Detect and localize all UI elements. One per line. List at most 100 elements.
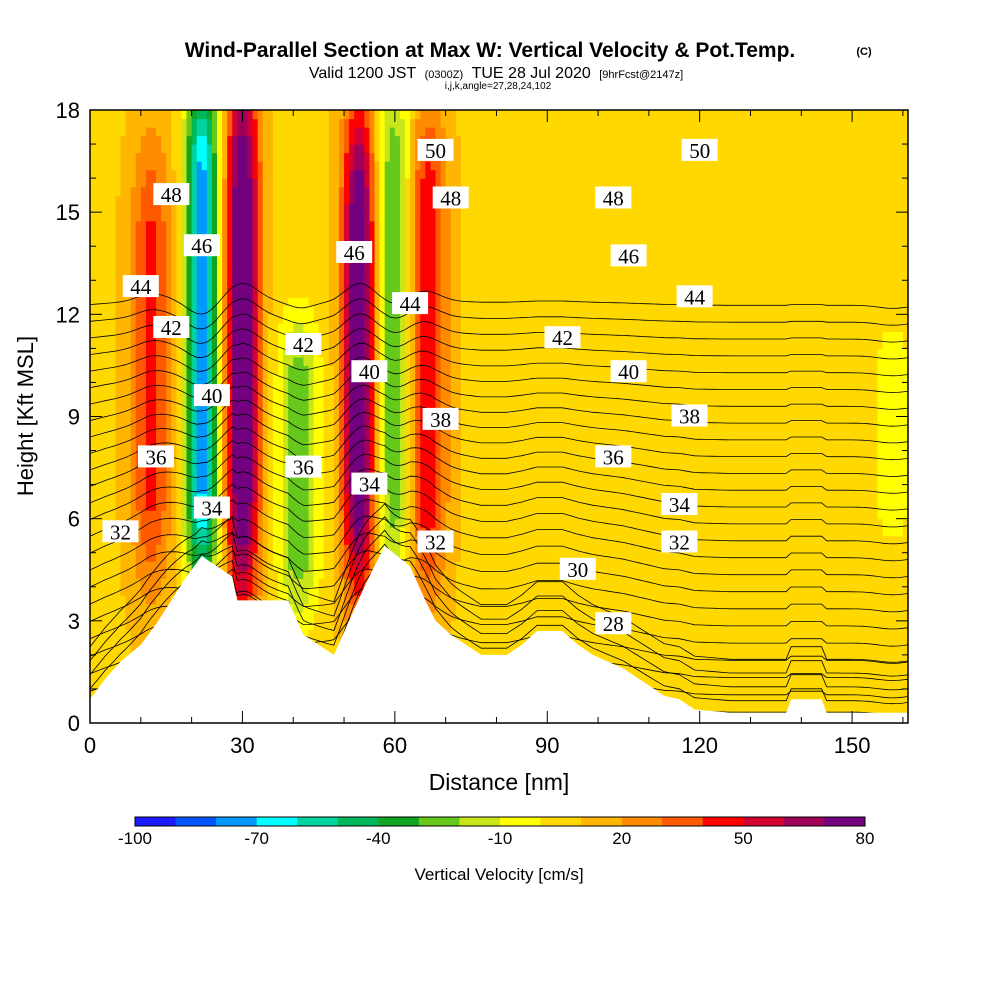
contour-label-box xyxy=(153,183,190,206)
velocity-cell xyxy=(206,459,213,469)
velocity-cell xyxy=(399,484,406,494)
velocity-cell xyxy=(156,373,167,384)
velocity-cell xyxy=(186,493,193,503)
velocity-cell xyxy=(171,518,177,528)
velocity-cell xyxy=(90,603,127,613)
velocity-cell xyxy=(399,373,406,384)
velocity-cell xyxy=(333,476,340,486)
velocity-cell xyxy=(364,442,371,452)
velocity-cell xyxy=(156,493,167,503)
velocity-cell xyxy=(405,442,411,452)
velocity-cell xyxy=(288,501,310,511)
velocity-cell xyxy=(227,510,233,520)
velocity-cell xyxy=(267,510,274,520)
velocity-cell xyxy=(262,382,269,392)
velocity-cell xyxy=(247,595,254,605)
velocity-cell xyxy=(135,169,147,179)
velocity-cell xyxy=(232,161,238,171)
velocity-cell xyxy=(364,390,371,401)
velocity-cell xyxy=(410,178,416,188)
velocity-cell xyxy=(389,518,396,528)
velocity-cell xyxy=(247,161,254,171)
velocity-cell xyxy=(323,459,335,469)
velocity-cell xyxy=(415,493,421,503)
velocity-cell xyxy=(425,161,432,171)
velocity-cell xyxy=(171,297,177,307)
velocity-cell xyxy=(211,220,218,230)
velocity-cell xyxy=(176,578,183,588)
velocity-cell xyxy=(379,459,386,469)
velocity-cell xyxy=(460,186,908,196)
velocity-cell xyxy=(211,271,218,281)
velocity-cell xyxy=(252,510,259,520)
velocity-cell xyxy=(344,348,350,358)
velocity-cell xyxy=(196,178,208,188)
velocity-cell xyxy=(435,212,442,222)
velocity-cell xyxy=(176,493,183,503)
velocity-cell xyxy=(369,407,376,418)
theta-contour xyxy=(90,550,908,613)
velocity-cell xyxy=(211,322,218,332)
velocity-cell xyxy=(338,433,345,443)
velocity-cell xyxy=(338,314,345,324)
velocity-cell xyxy=(415,331,421,341)
velocity-cell xyxy=(186,561,193,571)
velocity-cell xyxy=(399,501,406,511)
velocity-cell xyxy=(191,433,198,443)
velocity-cell xyxy=(410,144,416,154)
velocity-cell xyxy=(232,535,238,545)
velocity-cell xyxy=(410,229,416,239)
velocity-cell xyxy=(308,518,315,528)
velocity-cell xyxy=(196,459,208,469)
velocity-cell xyxy=(211,152,218,162)
velocity-cell xyxy=(267,578,279,588)
velocity-cell xyxy=(222,322,228,332)
velocity-cell xyxy=(328,144,340,154)
velocity-cell xyxy=(206,220,213,230)
velocity-cell xyxy=(206,161,213,171)
velocity-cell xyxy=(176,348,183,358)
velocity-cell xyxy=(460,195,908,205)
velocity-cell xyxy=(247,501,254,511)
velocity-cell xyxy=(384,518,391,528)
velocity-cell xyxy=(140,212,162,222)
velocity-cell xyxy=(344,280,350,290)
velocity-cell xyxy=(272,442,284,452)
velocity-cell xyxy=(262,348,269,358)
velocity-cell xyxy=(247,552,254,562)
velocity-cell xyxy=(206,373,213,384)
velocity-cell xyxy=(252,578,259,588)
contour-label-box xyxy=(417,138,454,161)
velocity-cell xyxy=(232,271,254,281)
velocity-cell xyxy=(308,433,315,443)
velocity-cell xyxy=(262,493,269,503)
velocity-cell xyxy=(288,425,310,435)
velocity-cell xyxy=(90,450,116,460)
colorbar-tick-labels: -100 -70 -40 -10 20 50 80 xyxy=(118,829,874,848)
velocity-cell xyxy=(277,586,289,596)
velocity-cell xyxy=(217,110,223,120)
velocity-cell xyxy=(328,229,340,239)
velocity-cell xyxy=(176,510,183,520)
velocity-cell xyxy=(455,595,908,605)
velocity-cell xyxy=(257,229,264,239)
velocity-cell xyxy=(145,484,157,494)
velocity-cell xyxy=(156,365,167,375)
velocity-cell xyxy=(283,476,289,486)
velocity-cell xyxy=(145,390,157,401)
theta-contour xyxy=(90,328,908,360)
velocity-cell xyxy=(349,271,365,281)
velocity-cell xyxy=(166,493,172,503)
velocity-cell xyxy=(191,152,198,162)
contour-label: 46 xyxy=(610,244,647,268)
velocity-cell xyxy=(435,450,442,460)
velocity-cell xyxy=(171,484,177,494)
velocity-cell xyxy=(410,186,416,196)
velocity-cell xyxy=(237,144,249,154)
velocity-cell xyxy=(435,433,442,443)
velocity-cell xyxy=(166,237,172,247)
velocity-cell xyxy=(272,169,330,179)
contour-label: 46 xyxy=(183,234,220,258)
velocity-cell xyxy=(344,544,350,554)
velocity-cell xyxy=(191,373,198,384)
